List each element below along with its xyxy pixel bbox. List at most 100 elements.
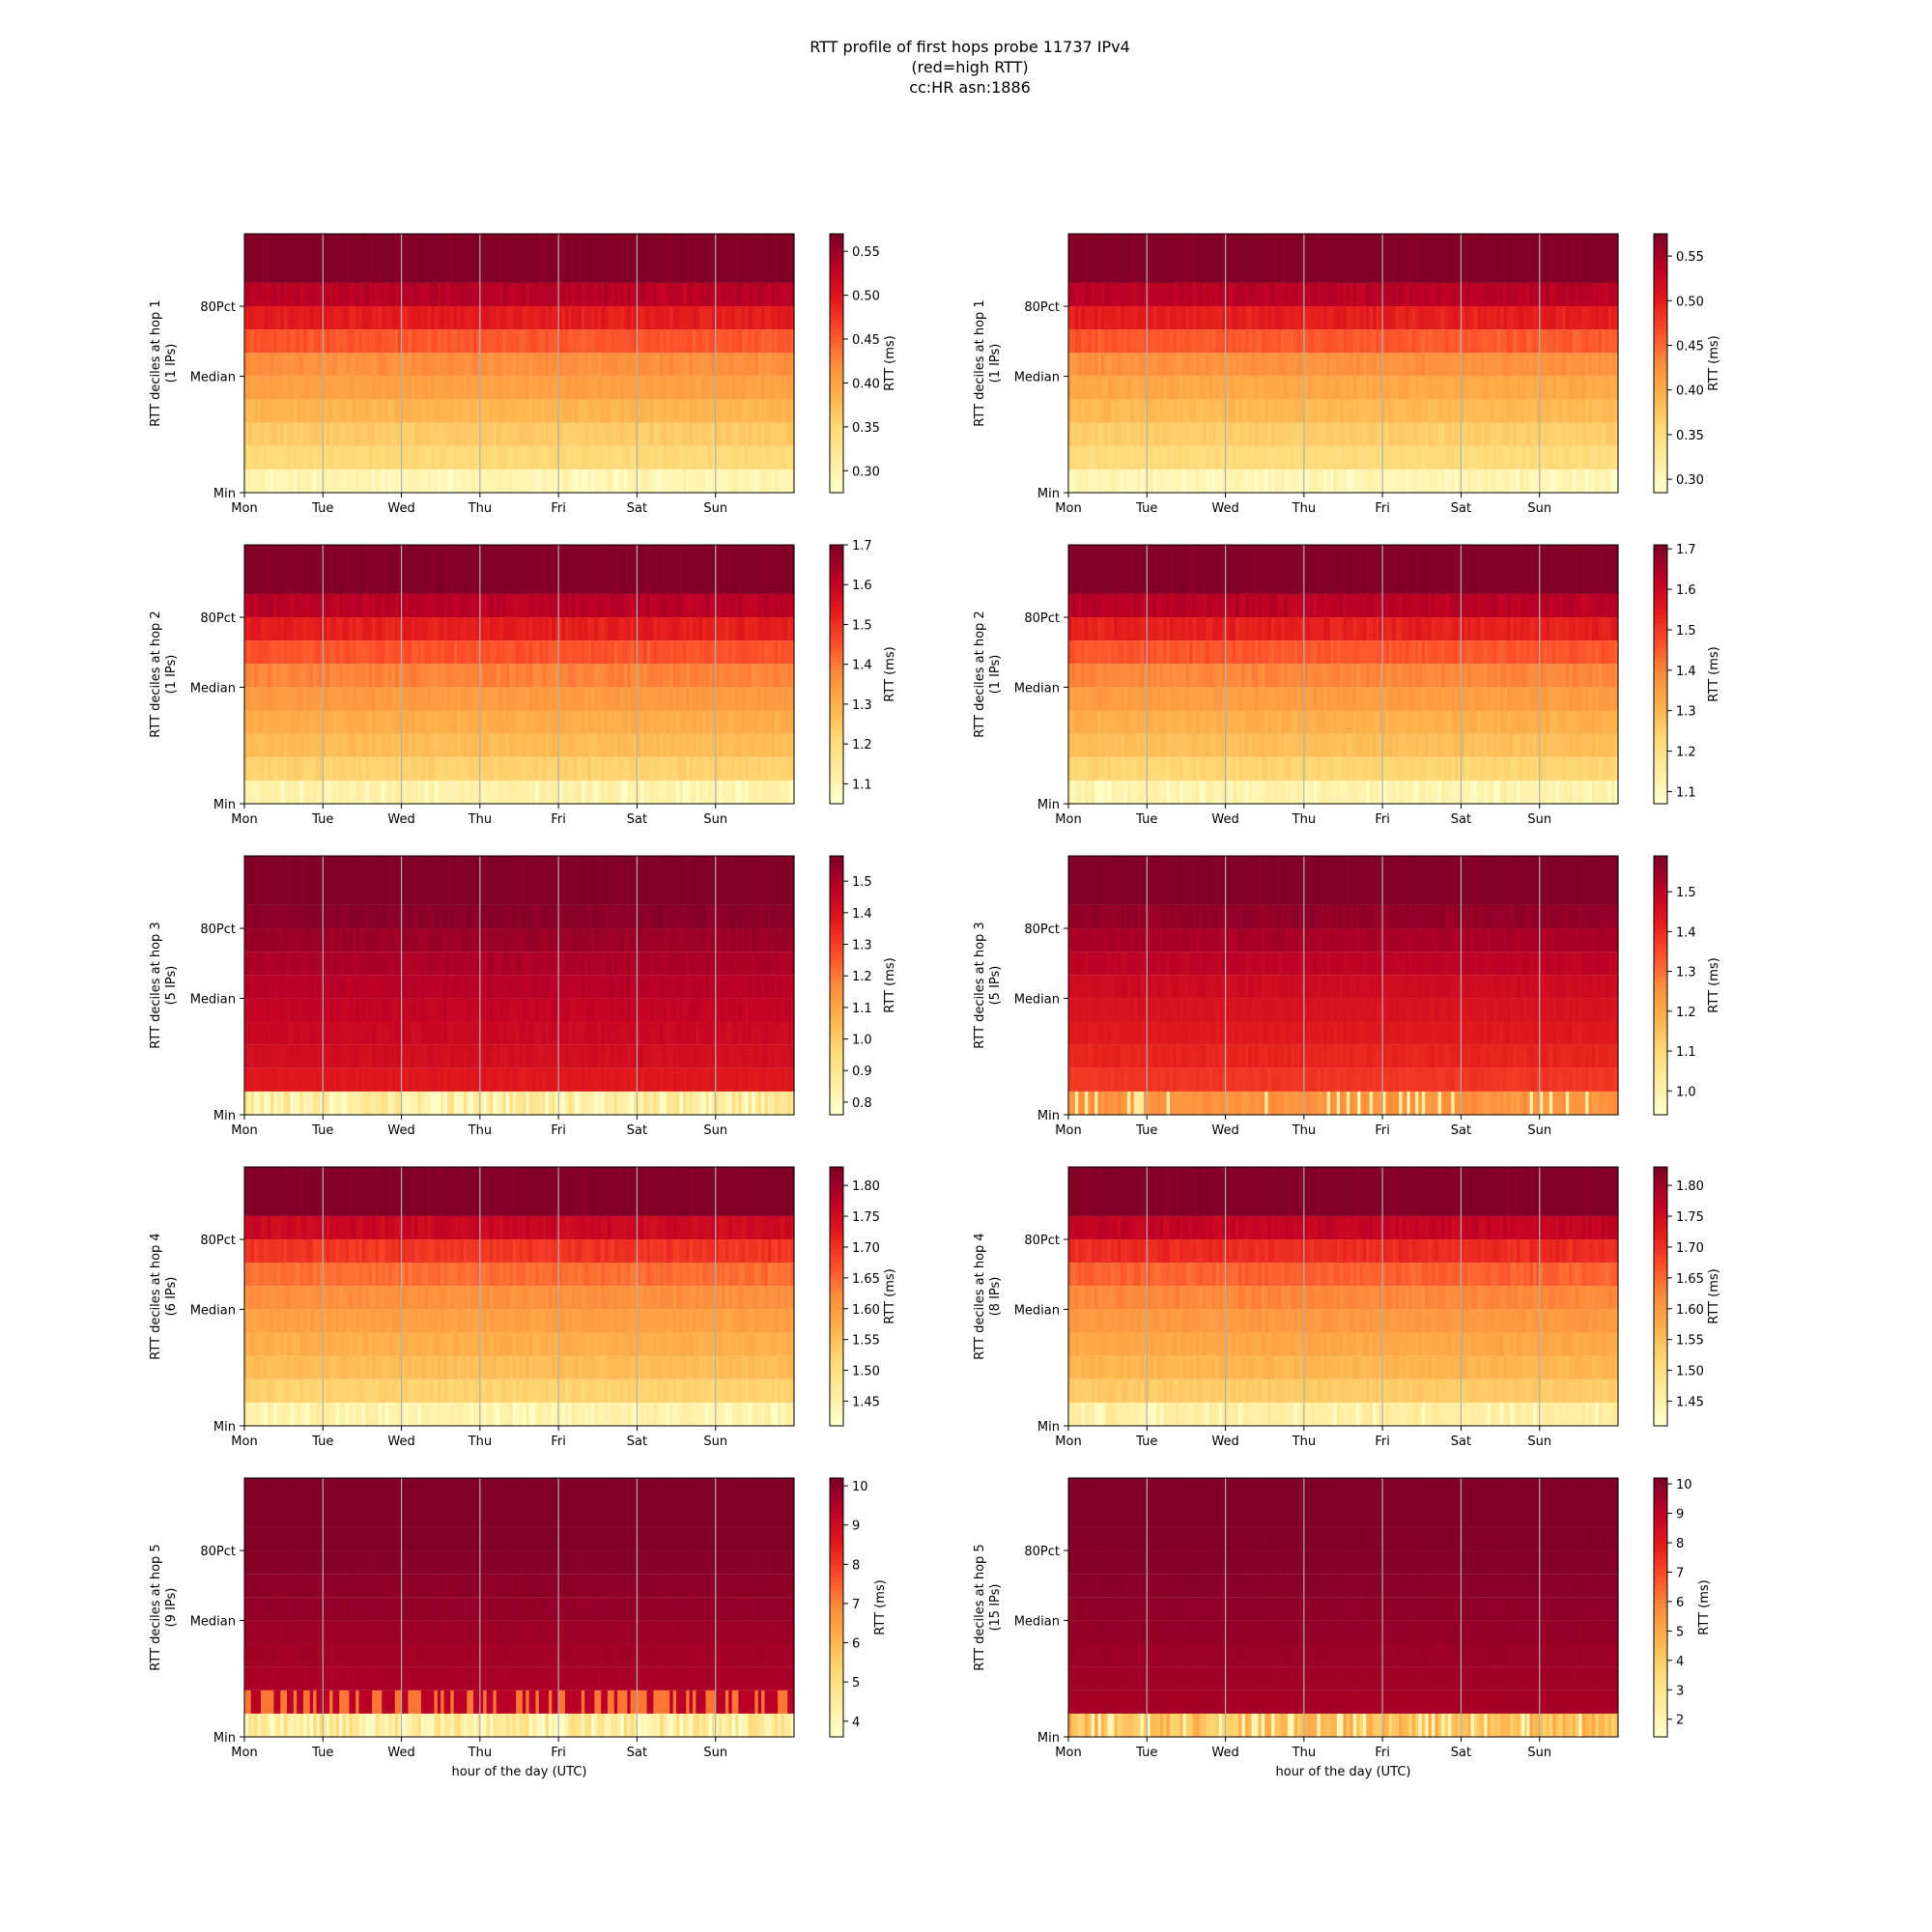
heatmap-cell bbox=[382, 617, 386, 641]
heatmap-cell bbox=[378, 640, 383, 665]
heatmap-cell bbox=[297, 780, 301, 804]
heatmap-cell bbox=[283, 234, 288, 283]
heatmap-cell bbox=[548, 376, 553, 400]
heatmap-cell bbox=[302, 399, 307, 423]
heatmap-cell bbox=[290, 329, 295, 354]
heatmap-cell bbox=[446, 445, 451, 469]
heatmap-cell bbox=[349, 353, 354, 377]
heatmap-cell bbox=[316, 469, 321, 493]
heatmap-cell bbox=[509, 733, 514, 757]
heatmap-cell bbox=[440, 756, 445, 781]
heatmap-cell bbox=[388, 593, 393, 618]
heatmap-cell bbox=[1418, 399, 1423, 423]
heatmap-cell bbox=[1176, 376, 1180, 400]
heatmap-cell bbox=[349, 445, 354, 469]
heatmap-cell bbox=[250, 353, 255, 377]
heatmap-cell bbox=[542, 733, 547, 757]
heatmap-cell bbox=[273, 640, 278, 665]
heatmap-cell bbox=[748, 399, 753, 423]
heatmap-cell bbox=[728, 756, 733, 781]
heatmap-cell bbox=[682, 710, 687, 734]
heatmap-cell bbox=[1388, 422, 1393, 446]
heatmap-cell bbox=[1244, 234, 1249, 283]
heatmap-cell bbox=[535, 399, 540, 423]
heatmap-cell bbox=[767, 640, 772, 665]
heatmap-cell bbox=[1591, 445, 1596, 469]
heatmap-cell bbox=[372, 780, 377, 804]
heatmap-cell bbox=[486, 376, 491, 400]
heatmap-cell bbox=[1244, 399, 1249, 423]
heatmap-cell bbox=[490, 687, 495, 711]
heatmap-cell bbox=[731, 376, 736, 400]
heatmap-cell bbox=[1329, 422, 1334, 446]
heatmap-cell bbox=[754, 733, 759, 757]
heatmap-cell bbox=[335, 733, 340, 757]
heatmap-cell bbox=[1506, 353, 1511, 377]
heatmap-cell bbox=[1114, 445, 1119, 469]
colorbar-segment bbox=[830, 479, 843, 485]
heatmap-cell bbox=[509, 234, 514, 283]
heatmap-cell bbox=[1536, 306, 1541, 330]
heatmap-cell bbox=[270, 399, 275, 423]
heatmap-cell bbox=[728, 329, 733, 354]
heatmap-cell bbox=[646, 422, 651, 446]
heatmap-cell bbox=[1487, 329, 1492, 354]
heatmap-cell bbox=[1431, 234, 1435, 283]
heatmap-cell bbox=[1578, 306, 1583, 330]
heatmap-cell bbox=[774, 687, 779, 711]
heatmap-cell bbox=[408, 353, 412, 377]
heatmap-cell bbox=[1484, 353, 1489, 377]
heatmap-cell bbox=[627, 234, 632, 283]
heatmap-cell bbox=[309, 282, 314, 307]
heatmap-cell bbox=[552, 687, 556, 711]
heatmap-cell bbox=[1068, 353, 1072, 377]
heatmap-cell bbox=[705, 756, 710, 781]
heatmap-cell bbox=[490, 710, 495, 734]
heatmap-cell bbox=[1611, 234, 1616, 283]
heatmap-cell bbox=[702, 282, 707, 307]
heatmap-cell bbox=[1126, 329, 1131, 354]
heatmap-cell bbox=[404, 469, 409, 493]
heatmap-cell bbox=[1277, 469, 1282, 493]
heatmap-cell bbox=[594, 617, 599, 641]
heatmap-cell bbox=[267, 687, 271, 711]
heatmap-cell bbox=[1225, 422, 1230, 446]
heatmap-cell bbox=[1588, 306, 1593, 330]
heatmap-cell bbox=[591, 664, 595, 688]
heatmap-cell bbox=[646, 282, 651, 307]
heatmap-cell bbox=[1114, 306, 1119, 330]
heatmap-cell bbox=[512, 306, 517, 330]
heatmap-cell bbox=[724, 733, 729, 757]
heatmap-cell bbox=[689, 445, 694, 469]
heatmap-cell bbox=[672, 445, 677, 469]
heatmap-cell bbox=[1235, 399, 1239, 423]
heatmap-cell bbox=[401, 282, 406, 307]
heatmap-cell bbox=[287, 329, 292, 354]
heatmap-cell bbox=[372, 593, 377, 618]
heatmap-cell bbox=[1539, 445, 1544, 469]
heatmap-cell bbox=[1317, 282, 1321, 307]
heatmap-cell bbox=[751, 733, 755, 757]
heatmap-cell bbox=[643, 376, 648, 400]
heatmap-cell bbox=[1232, 445, 1236, 469]
heatmap-cell bbox=[1126, 306, 1131, 330]
heatmap-cell bbox=[1463, 399, 1468, 423]
heatmap-cell bbox=[332, 756, 337, 781]
heatmap-cell bbox=[316, 234, 321, 283]
heatmap-cell bbox=[1270, 353, 1275, 377]
heatmap-cell bbox=[1163, 234, 1168, 283]
heatmap-cell bbox=[1435, 282, 1439, 307]
heatmap-cell bbox=[1173, 445, 1178, 469]
heatmap-cell bbox=[1362, 422, 1367, 446]
heatmap-cell bbox=[1352, 306, 1357, 330]
x-tick-label: Wed bbox=[387, 501, 414, 516]
heatmap-cell bbox=[473, 234, 478, 283]
heatmap-cell bbox=[1614, 376, 1619, 400]
heatmap-cell bbox=[597, 306, 602, 330]
heatmap-cell bbox=[431, 710, 436, 734]
heatmap-cell bbox=[463, 593, 468, 618]
heatmap-cell bbox=[558, 617, 563, 641]
heatmap-cell bbox=[382, 469, 386, 493]
colorbar-segment bbox=[830, 242, 843, 247]
heatmap-cell bbox=[663, 780, 668, 804]
